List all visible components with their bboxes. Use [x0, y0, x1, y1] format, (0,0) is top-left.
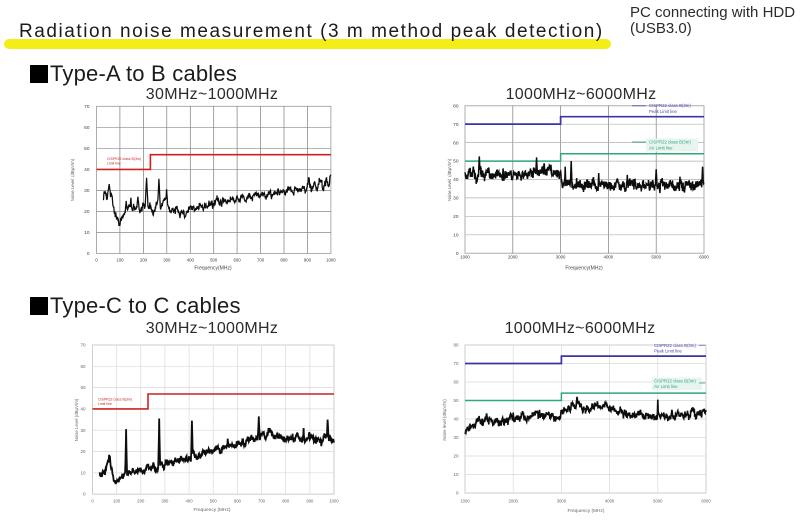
svg-text:2000: 2000: [509, 499, 519, 504]
svg-text:30: 30: [80, 428, 86, 433]
svg-text:500: 500: [210, 258, 218, 263]
svg-text:0: 0: [87, 251, 90, 257]
svg-text:CISPR22 class B(3m): CISPR22 class B(3m): [649, 103, 691, 108]
svg-text:900: 900: [306, 499, 314, 504]
svg-text:700: 700: [258, 499, 266, 504]
svg-text:800: 800: [280, 258, 288, 263]
svg-text:3000: 3000: [557, 499, 567, 504]
svg-text:40: 40: [453, 177, 459, 183]
svg-text:40: 40: [453, 417, 459, 422]
svg-text:0: 0: [456, 251, 459, 257]
svg-text:5000: 5000: [653, 499, 663, 504]
svg-text:CISPR22 class B(3m): CISPR22 class B(3m): [654, 343, 696, 348]
svg-text:10: 10: [453, 472, 459, 477]
svg-text:200: 200: [137, 499, 145, 504]
svg-text:400: 400: [186, 499, 194, 504]
svg-text:600: 600: [234, 499, 242, 504]
svg-text:800: 800: [282, 499, 290, 504]
svg-text:50: 50: [80, 385, 86, 390]
svg-text:0: 0: [456, 491, 459, 496]
svg-text:Noise level (dBµV/m): Noise level (dBµV/m): [442, 399, 447, 441]
svg-text:Noise Level (dBµV/m): Noise Level (dBµV/m): [74, 398, 79, 441]
svg-text:Frequency (MHz): Frequency (MHz): [193, 507, 230, 513]
svg-text:10: 10: [80, 470, 86, 475]
svg-text:1000: 1000: [326, 258, 336, 263]
svg-text:300: 300: [163, 258, 171, 263]
svg-text:Noise Level (dBµV/m): Noise Level (dBµV/m): [447, 158, 452, 201]
svg-text:50: 50: [453, 159, 459, 165]
svg-text:30: 30: [453, 435, 459, 440]
svg-text:600: 600: [234, 258, 242, 263]
svg-text:6000: 6000: [699, 255, 709, 260]
svg-text:3000: 3000: [556, 255, 566, 260]
svg-text:Frequency(MHz): Frequency(MHz): [194, 266, 232, 272]
svg-text:40: 40: [84, 167, 90, 173]
svg-text:70: 70: [453, 361, 459, 366]
svg-text:60: 60: [80, 364, 86, 369]
svg-text:Peak Limit line: Peak Limit line: [654, 349, 683, 354]
svg-text:900: 900: [304, 258, 312, 263]
svg-text:0: 0: [83, 492, 86, 497]
svg-text:500: 500: [210, 499, 218, 504]
svg-text:Frequency (MHz): Frequency (MHz): [567, 508, 604, 514]
svg-text:Noise Level (dBµV/m): Noise Level (dBµV/m): [70, 158, 75, 201]
svg-text:6000: 6000: [701, 499, 711, 504]
svg-text:20: 20: [84, 209, 90, 215]
svg-text:AV Limit line: AV Limit line: [654, 384, 678, 389]
svg-text:50: 50: [453, 398, 459, 403]
svg-text:40: 40: [80, 407, 86, 412]
svg-text:CISPR22 class B(3m): CISPR22 class B(3m): [654, 379, 696, 384]
svg-text:60: 60: [84, 125, 90, 131]
svg-text:70: 70: [84, 104, 90, 110]
svg-text:4000: 4000: [604, 255, 614, 260]
svg-text:5000: 5000: [651, 255, 661, 260]
svg-text:1000: 1000: [329, 499, 339, 504]
svg-text:70: 70: [453, 122, 459, 128]
svg-text:1000: 1000: [460, 499, 470, 504]
svg-text:100: 100: [116, 258, 124, 263]
svg-text:20: 20: [453, 214, 459, 220]
svg-text:Limit line: Limit line: [107, 162, 121, 166]
svg-text:2000: 2000: [508, 255, 518, 260]
svg-text:Frequency(MHz): Frequency(MHz): [565, 266, 603, 272]
svg-text:700: 700: [257, 258, 265, 263]
svg-text:100: 100: [113, 499, 121, 504]
svg-text:4000: 4000: [605, 499, 615, 504]
svg-text:30: 30: [84, 188, 90, 194]
svg-text:CISPR22 class B(3m): CISPR22 class B(3m): [98, 398, 132, 402]
svg-text:1000: 1000: [460, 255, 470, 260]
svg-text:0: 0: [95, 258, 98, 263]
svg-text:60: 60: [453, 140, 459, 146]
svg-text:50: 50: [84, 146, 90, 152]
svg-text:10: 10: [453, 232, 459, 238]
svg-text:300: 300: [161, 499, 169, 504]
svg-text:Limit line: Limit line: [98, 402, 112, 406]
svg-text:10: 10: [84, 230, 90, 236]
svg-text:20: 20: [453, 454, 459, 459]
svg-text:60: 60: [453, 380, 459, 385]
svg-text:CISPR22 class B(3m): CISPR22 class B(3m): [107, 157, 141, 161]
svg-text:CISPR22 class B(3m): CISPR22 class B(3m): [649, 140, 691, 145]
svg-text:Peak Limit line: Peak Limit line: [649, 109, 678, 114]
svg-text:70: 70: [80, 343, 86, 348]
svg-text:AV Limit line: AV Limit line: [649, 145, 673, 150]
svg-text:400: 400: [187, 258, 195, 263]
svg-text:0: 0: [91, 499, 94, 504]
svg-text:200: 200: [140, 258, 148, 263]
svg-text:20: 20: [80, 449, 86, 454]
svg-text:80: 80: [453, 103, 459, 109]
svg-text:30: 30: [453, 196, 459, 202]
svg-text:80: 80: [453, 343, 459, 348]
